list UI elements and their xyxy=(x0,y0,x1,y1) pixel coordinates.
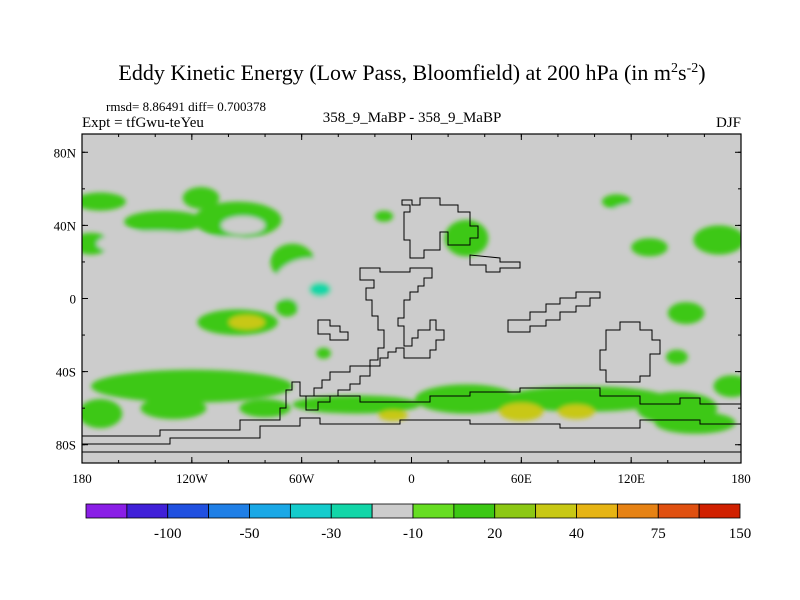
colorbar-swatch-5 xyxy=(289,503,332,519)
x-tick-label-0: 180 xyxy=(72,471,92,486)
coastline-australia xyxy=(599,321,661,383)
colorbar-label-0: -100 xyxy=(154,526,182,542)
anomaly-blob-38 xyxy=(654,411,736,434)
colorbar-swatch-12 xyxy=(576,503,618,519)
colorbar-label-7: 150 xyxy=(729,526,752,542)
coastline-americas xyxy=(305,267,445,411)
x-tick-label-6: 180 xyxy=(731,471,751,486)
coastline-europe xyxy=(401,197,479,259)
x-tick-label-5: 120E xyxy=(617,471,645,486)
x-tick-label-2: 60W xyxy=(289,471,315,486)
anomaly-field xyxy=(82,161,741,434)
coastline-asia xyxy=(507,291,601,333)
y-tick-label-4: 80S xyxy=(56,438,76,453)
stats-label: rmsd= 8.86491 diff= 0.700378 xyxy=(106,99,266,114)
y-tick-label-2: 0 xyxy=(70,292,77,307)
anomaly-blob-10 xyxy=(309,282,331,297)
colorbar-swatch-7 xyxy=(371,503,414,519)
anomaly-blob-34 xyxy=(713,375,741,398)
coastline-island xyxy=(317,319,349,341)
colorbar-swatch-8 xyxy=(412,503,455,519)
colorbar-swatch-10 xyxy=(494,503,537,519)
season-label: DJF xyxy=(716,115,741,131)
map-panel xyxy=(82,134,741,463)
anomaly-blob-4 xyxy=(221,216,266,235)
anomaly-blob-26 xyxy=(91,369,293,403)
y-tick-label-3: 40S xyxy=(56,365,76,380)
colorbar-swatch-14 xyxy=(657,503,700,519)
experiment-label: Expt = tfGwu-teYeu xyxy=(82,115,204,131)
anomaly-blob-17 xyxy=(437,349,460,365)
x-tick-label-1: 120W xyxy=(176,471,209,486)
anomaly-blob-24 xyxy=(667,302,705,325)
colorbar-swatch-11 xyxy=(535,503,577,519)
anomaly-blob-20 xyxy=(609,201,690,228)
colorbar-label-5: 40 xyxy=(569,526,584,542)
colorbar-label-1: -50 xyxy=(240,526,260,542)
colorbar-label-4: 20 xyxy=(487,526,502,542)
anomaly-blob-36 xyxy=(558,404,595,420)
anomaly-blob-21 xyxy=(671,161,701,180)
x-tick-label-4: 60E xyxy=(511,471,532,486)
x-tick-label-3: 0 xyxy=(408,471,415,486)
anomaly-blob-37 xyxy=(378,410,408,421)
colorbar-swatch-9 xyxy=(453,503,496,519)
colorbar-swatch-0 xyxy=(85,503,128,519)
colorbar-label-2: -30 xyxy=(321,526,341,542)
anomaly-blob-18 xyxy=(473,188,496,200)
coastline-southern-ocean xyxy=(82,381,741,437)
coastlines xyxy=(82,197,741,453)
chart-title: Eddy Kinetic Energy (Low Pass, Bloomfiel… xyxy=(118,60,705,85)
coastline-antarctica xyxy=(82,417,741,445)
colorbar-label-3: -10 xyxy=(403,526,423,542)
anomaly-blob-25 xyxy=(665,349,688,365)
anomaly-blob-27 xyxy=(82,399,123,429)
colorbar-label-6: 75 xyxy=(651,526,666,542)
anomaly-blob-9 xyxy=(274,258,348,310)
colorbar-swatch-1 xyxy=(126,503,169,519)
axis-ticks: 180 120W 60W 0 60E 120E 180 80N 40N 0 40S 80S xyxy=(54,134,751,486)
anomaly-blob-23 xyxy=(631,238,668,257)
anomaly-blob-15 xyxy=(374,210,394,222)
anomaly-blob-28 xyxy=(140,397,207,420)
anomaly-blob-16 xyxy=(444,219,489,257)
colorbar-swatch-2 xyxy=(167,503,210,519)
anomaly-blob-14 xyxy=(316,347,331,359)
colorbar-swatch-3 xyxy=(208,503,250,519)
anomaly-blob-6 xyxy=(96,230,214,257)
case-label: 358_9_MaBP - 358_9_MaBP xyxy=(323,110,502,126)
anomaly-blob-11 xyxy=(276,298,298,317)
colorbar-swatch-15 xyxy=(698,503,741,519)
colorbar-swatch-6 xyxy=(330,503,373,519)
y-tick-label-0: 80N xyxy=(54,145,77,160)
colorbar: -100 -50 -30 -10 20 40 75 150 xyxy=(85,503,752,542)
anomaly-blob-35 xyxy=(499,402,544,421)
anomaly-blob-29 xyxy=(239,399,291,418)
anomaly-blob-1 xyxy=(182,187,220,209)
anomaly-blob-2 xyxy=(124,210,205,233)
y-tick-label-1: 40N xyxy=(54,218,77,233)
anomaly-blob-30 xyxy=(292,395,421,414)
colorbar-swatch-4 xyxy=(249,503,291,519)
anomaly-blob-7 xyxy=(188,236,269,266)
colorbar-swatch-13 xyxy=(616,503,659,519)
anomaly-blob-32 xyxy=(503,386,668,412)
anomaly-blob-22 xyxy=(693,225,741,255)
anomaly-blob-0 xyxy=(82,192,126,211)
anomaly-blob-13 xyxy=(228,315,266,330)
coastline-arabia xyxy=(469,254,521,273)
